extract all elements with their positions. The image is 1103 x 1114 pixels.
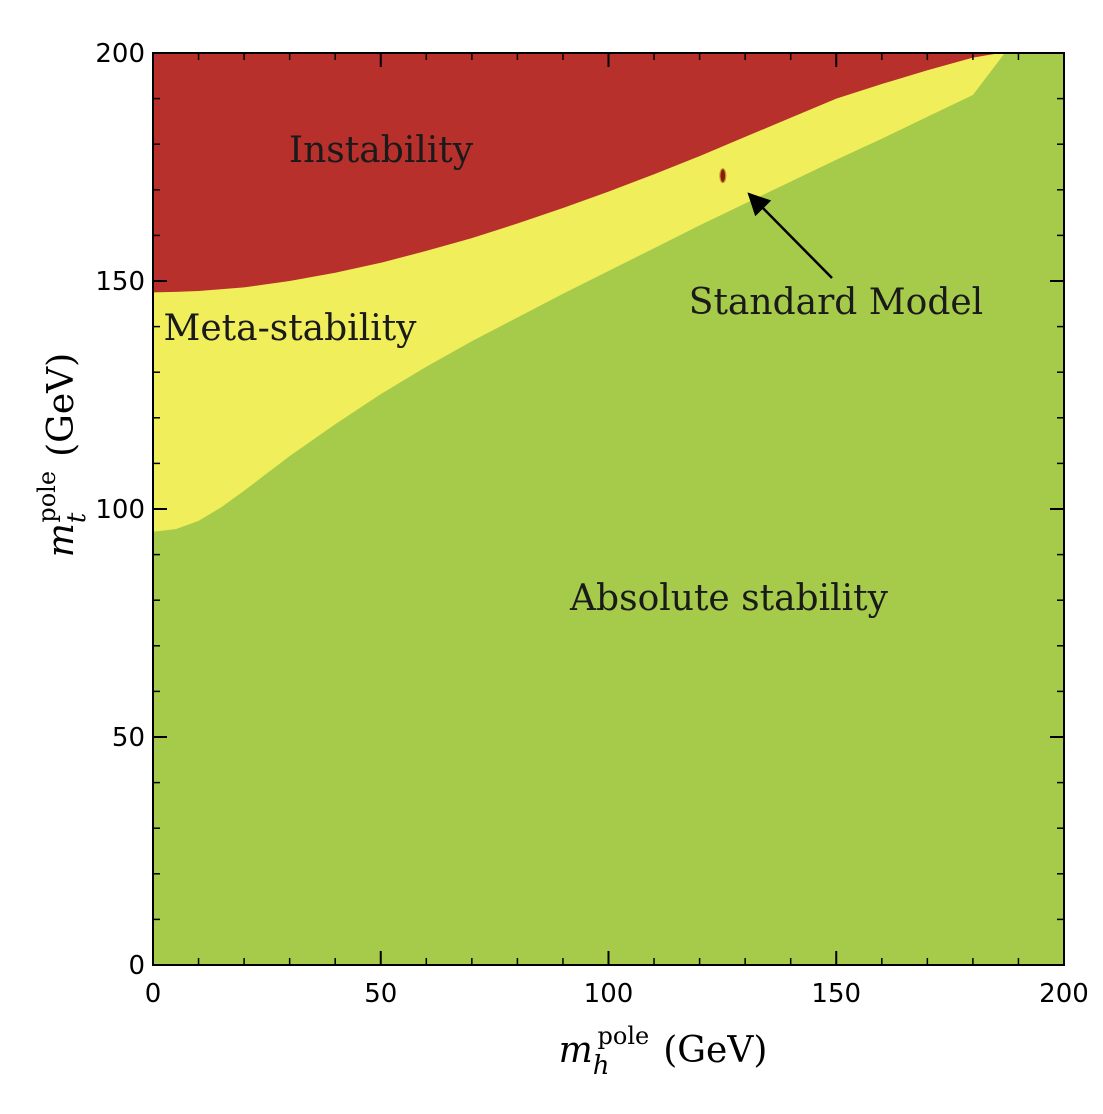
standard-model-point — [719, 168, 727, 184]
plot-area — [153, 53, 1064, 965]
x-axis-title: mhpole (GeV) — [559, 1022, 768, 1081]
standard-model-label: Standard Model — [689, 282, 983, 323]
x-tick-label: 100 — [584, 979, 634, 1009]
y-tick-label: 150 — [95, 267, 145, 297]
y-tick-label: 100 — [95, 495, 145, 525]
minor-ticks — [153, 53, 1064, 965]
instability-label: Instability — [289, 130, 474, 171]
instability-region — [153, 53, 1001, 293]
tick-labels: 0 50 100 150 200 0 50 100 150 200 — [95, 39, 1088, 1009]
standard-model-arrow — [747, 192, 833, 279]
x-tick-label: 50 — [364, 979, 397, 1009]
y-axis-title: mtpole(GeV) — [33, 353, 92, 557]
absolute-stability-label: Absolute stability — [569, 578, 889, 619]
y-tick-label: 0 — [128, 951, 145, 981]
x-tick-label: 150 — [811, 979, 861, 1009]
major-ticks — [152, 52, 1065, 966]
y-tick-label: 50 — [112, 723, 145, 753]
meta-stability-label: Meta-stability — [163, 308, 417, 349]
x-tick-label: 200 — [1039, 979, 1089, 1009]
x-tick-label: 0 — [145, 979, 162, 1009]
y-tick-label: 200 — [95, 39, 145, 69]
